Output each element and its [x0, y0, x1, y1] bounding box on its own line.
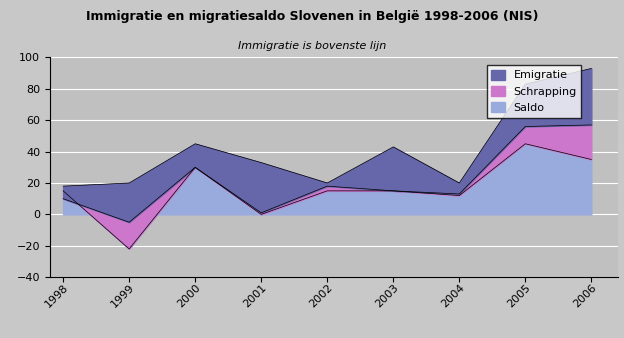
Text: Immigratie en migratiesaldo Slovenen in België 1998-2006 (NIS): Immigratie en migratiesaldo Slovenen in … — [85, 10, 539, 23]
Text: Immigratie is bovenste lijn: Immigratie is bovenste lijn — [238, 41, 386, 51]
Legend: Emigratie, Schrapping, Saldo: Emigratie, Schrapping, Saldo — [487, 65, 582, 118]
